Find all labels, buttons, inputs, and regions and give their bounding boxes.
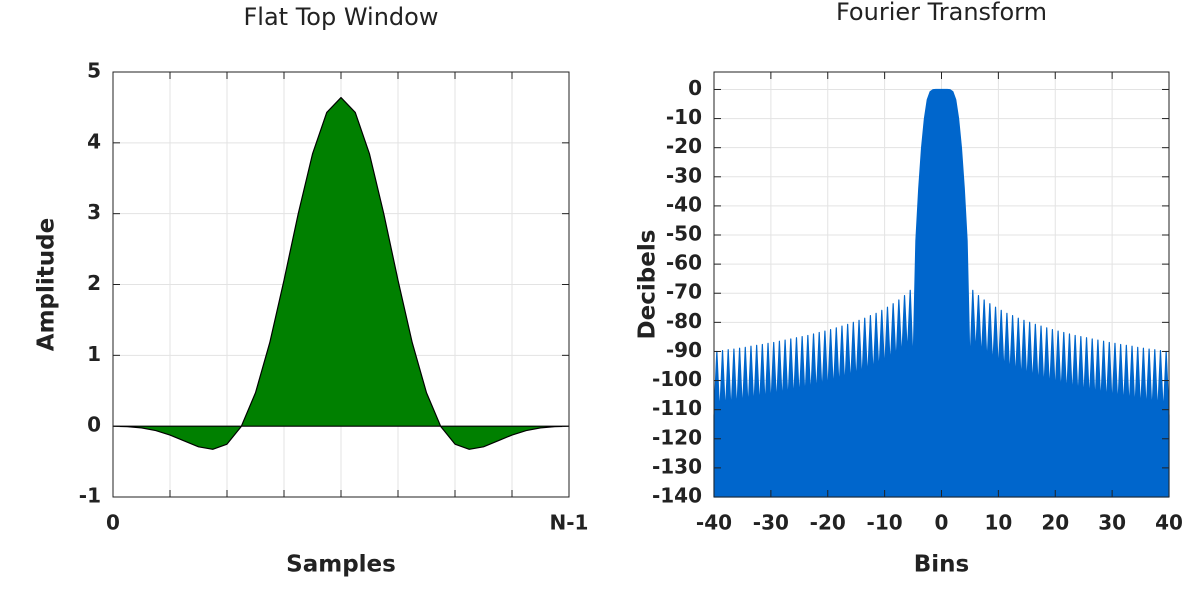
x-tick-label: N-1 (550, 511, 589, 535)
y-tick-label: 3 (87, 200, 101, 224)
area (713, 88, 1170, 498)
y-tick-label: 1 (87, 342, 101, 366)
y-tick-label: -130 (652, 454, 702, 478)
x-tick-label: 0 (106, 511, 120, 535)
area (112, 96, 570, 450)
y-tick-label: -10 (666, 105, 702, 129)
y-tick-label: 0 (688, 76, 702, 100)
y-axis-label: Amplitude (34, 218, 60, 351)
chart-title: Fourier Transform (836, 0, 1047, 26)
y-tick-label: 0 (87, 413, 101, 437)
y-tick-label: 5 (87, 59, 101, 83)
chart-title: Flat Top Window (244, 3, 439, 31)
y-tick-label: 2 (87, 271, 101, 295)
x-tick-label: 10 (984, 511, 1012, 535)
x-tick-label: -10 (867, 511, 903, 535)
x-tick-label: 0 (935, 511, 949, 535)
y-tick-label: -60 (666, 251, 702, 275)
y-tick-label: -140 (652, 484, 702, 508)
y-axis-label: Decibels (635, 230, 661, 340)
y-tick-label: 4 (87, 129, 101, 153)
x-axis-label: Bins (914, 552, 969, 578)
y-tick-label: -120 (652, 425, 702, 449)
y-tick-label: -1 (79, 484, 101, 508)
y-tick-label: -30 (666, 163, 702, 187)
y-tick-label: -110 (652, 396, 702, 420)
x-axis-label: Samples (286, 552, 396, 578)
y-tick-label: -50 (666, 222, 702, 246)
x-tick-label: -40 (696, 511, 732, 535)
y-tick-label: -20 (666, 134, 702, 158)
y-tick-label: -40 (666, 192, 702, 216)
x-tick-label: -30 (753, 511, 789, 535)
y-tick-label: -90 (666, 338, 702, 362)
x-tick-label: 30 (1098, 511, 1126, 535)
x-tick-label: 40 (1155, 511, 1183, 535)
y-tick-label: -100 (652, 367, 702, 391)
x-tick-label: -20 (810, 511, 846, 535)
y-tick-label: -70 (666, 280, 702, 304)
y-tick-label: -80 (666, 309, 702, 333)
x-tick-label: 20 (1041, 511, 1069, 535)
